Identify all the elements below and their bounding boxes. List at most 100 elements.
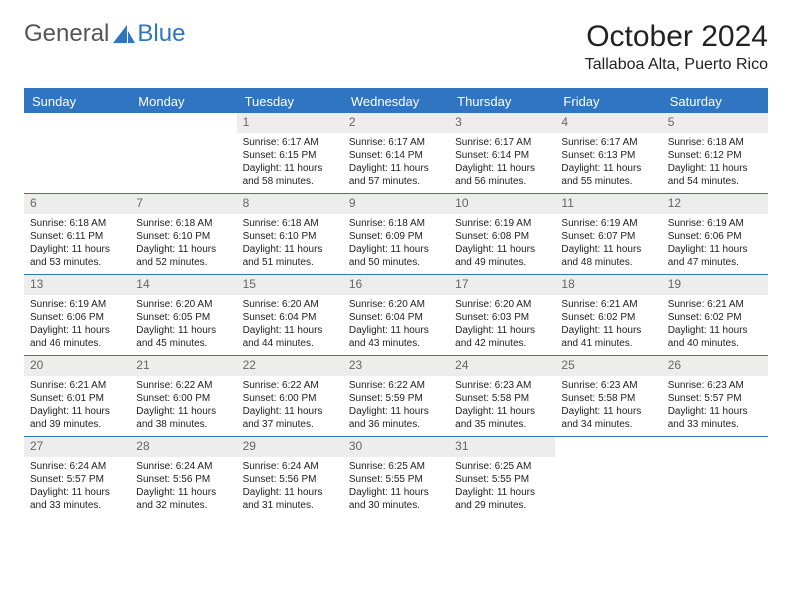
logo-sail-icon [113,25,135,43]
day-number: 18 [555,275,661,295]
day-number: 31 [449,437,555,457]
calendar-cell: 28Sunrise: 6:24 AMSunset: 5:56 PMDayligh… [130,437,236,517]
calendar-cell: 15Sunrise: 6:20 AMSunset: 6:04 PMDayligh… [237,275,343,355]
logo-text-2: Blue [137,20,185,48]
day-number: 5 [662,113,768,133]
day-content: Sunrise: 6:18 AMSunset: 6:10 PMDaylight:… [237,214,343,272]
calendar-cell: 24Sunrise: 6:23 AMSunset: 5:58 PMDayligh… [449,356,555,436]
day-content: Sunrise: 6:18 AMSunset: 6:10 PMDaylight:… [130,214,236,272]
day-number: 21 [130,356,236,376]
calendar-cell: 4Sunrise: 6:17 AMSunset: 6:13 PMDaylight… [555,113,661,193]
calendar-cell [662,437,768,517]
calendar-cell: 25Sunrise: 6:23 AMSunset: 5:58 PMDayligh… [555,356,661,436]
day-content: Sunrise: 6:24 AMSunset: 5:56 PMDaylight:… [130,457,236,515]
day-content: Sunrise: 6:23 AMSunset: 5:58 PMDaylight:… [449,376,555,434]
day-number: 27 [24,437,130,457]
calendar-cell: 21Sunrise: 6:22 AMSunset: 6:00 PMDayligh… [130,356,236,436]
day-content: Sunrise: 6:19 AMSunset: 6:07 PMDaylight:… [555,214,661,272]
calendar-cell: 22Sunrise: 6:22 AMSunset: 6:00 PMDayligh… [237,356,343,436]
calendar-cell: 7Sunrise: 6:18 AMSunset: 6:10 PMDaylight… [130,194,236,274]
day-number: 9 [343,194,449,214]
day-header: Sunday [24,90,130,113]
header: General Blue October 2024 Tallaboa Alta,… [24,20,768,74]
week-row: 13Sunrise: 6:19 AMSunset: 6:06 PMDayligh… [24,274,768,355]
week-row: 1Sunrise: 6:17 AMSunset: 6:15 PMDaylight… [24,113,768,193]
calendar-cell: 17Sunrise: 6:20 AMSunset: 6:03 PMDayligh… [449,275,555,355]
calendar-cell: 6Sunrise: 6:18 AMSunset: 6:11 PMDaylight… [24,194,130,274]
week-row: 27Sunrise: 6:24 AMSunset: 5:57 PMDayligh… [24,436,768,517]
day-header: Tuesday [237,90,343,113]
day-number: 23 [343,356,449,376]
day-number: 10 [449,194,555,214]
calendar-cell: 18Sunrise: 6:21 AMSunset: 6:02 PMDayligh… [555,275,661,355]
day-number: 16 [343,275,449,295]
calendar-cell: 11Sunrise: 6:19 AMSunset: 6:07 PMDayligh… [555,194,661,274]
calendar-cell: 16Sunrise: 6:20 AMSunset: 6:04 PMDayligh… [343,275,449,355]
day-content: Sunrise: 6:18 AMSunset: 6:09 PMDaylight:… [343,214,449,272]
calendar-cell: 29Sunrise: 6:24 AMSunset: 5:56 PMDayligh… [237,437,343,517]
calendar-cell: 1Sunrise: 6:17 AMSunset: 6:15 PMDaylight… [237,113,343,193]
calendar-cell: 13Sunrise: 6:19 AMSunset: 6:06 PMDayligh… [24,275,130,355]
calendar-cell: 20Sunrise: 6:21 AMSunset: 6:01 PMDayligh… [24,356,130,436]
calendar-cell: 19Sunrise: 6:21 AMSunset: 6:02 PMDayligh… [662,275,768,355]
calendar-cell: 27Sunrise: 6:24 AMSunset: 5:57 PMDayligh… [24,437,130,517]
logo: General Blue [24,20,185,48]
day-number: 8 [237,194,343,214]
day-content: Sunrise: 6:23 AMSunset: 5:58 PMDaylight:… [555,376,661,434]
day-content: Sunrise: 6:21 AMSunset: 6:02 PMDaylight:… [555,295,661,353]
calendar-cell [555,437,661,517]
day-number: 26 [662,356,768,376]
month-title: October 2024 [585,20,768,54]
day-content: Sunrise: 6:17 AMSunset: 6:14 PMDaylight:… [343,133,449,191]
calendar-cell [24,113,130,193]
day-content: Sunrise: 6:19 AMSunset: 6:06 PMDaylight:… [24,295,130,353]
day-header: Thursday [449,90,555,113]
day-number: 19 [662,275,768,295]
calendar-cell: 23Sunrise: 6:22 AMSunset: 5:59 PMDayligh… [343,356,449,436]
day-number: 20 [24,356,130,376]
day-content: Sunrise: 6:17 AMSunset: 6:13 PMDaylight:… [555,133,661,191]
day-content: Sunrise: 6:20 AMSunset: 6:05 PMDaylight:… [130,295,236,353]
day-number: 1 [237,113,343,133]
day-number: 14 [130,275,236,295]
day-number: 6 [24,194,130,214]
calendar-cell: 12Sunrise: 6:19 AMSunset: 6:06 PMDayligh… [662,194,768,274]
calendar-cell: 31Sunrise: 6:25 AMSunset: 5:55 PMDayligh… [449,437,555,517]
day-number: 29 [237,437,343,457]
day-number: 17 [449,275,555,295]
calendar-cell: 30Sunrise: 6:25 AMSunset: 5:55 PMDayligh… [343,437,449,517]
day-content: Sunrise: 6:25 AMSunset: 5:55 PMDaylight:… [343,457,449,515]
week-row: 20Sunrise: 6:21 AMSunset: 6:01 PMDayligh… [24,355,768,436]
day-header-row: Sunday Monday Tuesday Wednesday Thursday… [24,90,768,113]
day-content: Sunrise: 6:24 AMSunset: 5:56 PMDaylight:… [237,457,343,515]
calendar-cell: 9Sunrise: 6:18 AMSunset: 6:09 PMDaylight… [343,194,449,274]
day-content: Sunrise: 6:23 AMSunset: 5:57 PMDaylight:… [662,376,768,434]
day-number: 3 [449,113,555,133]
location: Tallaboa Alta, Puerto Rico [585,56,768,74]
day-content: Sunrise: 6:22 AMSunset: 5:59 PMDaylight:… [343,376,449,434]
day-number: 24 [449,356,555,376]
day-number: 2 [343,113,449,133]
day-number: 15 [237,275,343,295]
logo-text-1: General [24,20,109,48]
day-content: Sunrise: 6:19 AMSunset: 6:08 PMDaylight:… [449,214,555,272]
day-content: Sunrise: 6:18 AMSunset: 6:12 PMDaylight:… [662,133,768,191]
day-number: 13 [24,275,130,295]
calendar-cell: 2Sunrise: 6:17 AMSunset: 6:14 PMDaylight… [343,113,449,193]
day-content: Sunrise: 6:17 AMSunset: 6:15 PMDaylight:… [237,133,343,191]
day-number: 25 [555,356,661,376]
day-content: Sunrise: 6:17 AMSunset: 6:14 PMDaylight:… [449,133,555,191]
day-content: Sunrise: 6:24 AMSunset: 5:57 PMDaylight:… [24,457,130,515]
day-content: Sunrise: 6:21 AMSunset: 6:01 PMDaylight:… [24,376,130,434]
calendar: Sunday Monday Tuesday Wednesday Thursday… [24,88,768,517]
day-header: Friday [555,90,661,113]
calendar-cell: 10Sunrise: 6:19 AMSunset: 6:08 PMDayligh… [449,194,555,274]
day-number: 11 [555,194,661,214]
day-content: Sunrise: 6:22 AMSunset: 6:00 PMDaylight:… [130,376,236,434]
day-content: Sunrise: 6:20 AMSunset: 6:04 PMDaylight:… [343,295,449,353]
day-content: Sunrise: 6:19 AMSunset: 6:06 PMDaylight:… [662,214,768,272]
weeks-container: 1Sunrise: 6:17 AMSunset: 6:15 PMDaylight… [24,113,768,517]
calendar-cell: 14Sunrise: 6:20 AMSunset: 6:05 PMDayligh… [130,275,236,355]
day-content: Sunrise: 6:25 AMSunset: 5:55 PMDaylight:… [449,457,555,515]
week-row: 6Sunrise: 6:18 AMSunset: 6:11 PMDaylight… [24,193,768,274]
